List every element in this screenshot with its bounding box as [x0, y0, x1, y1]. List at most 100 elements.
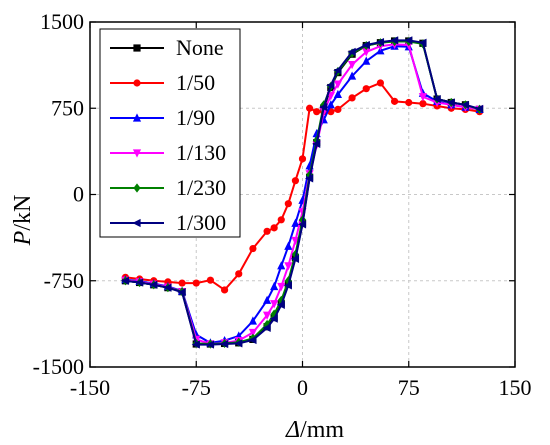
data-point	[333, 80, 343, 89]
data-point	[348, 94, 356, 102]
x-axis-symbol: Δ	[285, 417, 300, 443]
data-point	[192, 279, 200, 287]
data-point	[235, 270, 243, 278]
y-axis-unit: /kN	[10, 195, 36, 231]
legend-label: 1/130	[176, 140, 226, 165]
data-point	[262, 323, 271, 332]
data-point	[134, 278, 144, 287]
data-point	[305, 104, 314, 112]
data-point	[474, 104, 484, 113]
data-point	[404, 36, 413, 45]
data-point	[446, 98, 455, 107]
data-point	[291, 236, 300, 246]
data-point	[304, 174, 314, 183]
y-tick-label: -1500	[33, 354, 84, 379]
data-point	[362, 48, 371, 57]
data-point	[432, 94, 441, 104]
data-point	[178, 279, 186, 287]
y-tick-label: -750	[44, 268, 84, 293]
legend-label: 1/300	[176, 210, 226, 235]
legend-label: 1/50	[176, 70, 215, 95]
data-point	[249, 244, 257, 253]
grid-lines	[90, 22, 515, 367]
legend-label: None	[176, 35, 224, 60]
data-point	[283, 281, 292, 290]
x-axis-unit: /mm	[300, 417, 344, 443]
data-point	[263, 227, 271, 235]
legend-marker	[132, 149, 142, 158]
data-point	[262, 295, 272, 304]
data-point	[362, 56, 371, 65]
legend-marker	[133, 183, 141, 193]
data-point	[270, 224, 278, 232]
legend-marker	[133, 79, 141, 87]
data-point	[319, 103, 328, 112]
y-axis-symbol: P	[10, 230, 36, 246]
legend-marker	[133, 44, 141, 52]
data-point	[270, 309, 278, 319]
data-point	[284, 200, 292, 208]
data-point	[375, 38, 385, 47]
data-point	[326, 100, 335, 109]
y-tick-label: 0	[73, 182, 84, 207]
x-tick-label: 75	[398, 375, 420, 400]
data-point	[390, 97, 399, 105]
data-point	[334, 105, 342, 113]
data-point	[418, 38, 427, 47]
data-point	[277, 282, 286, 292]
data-point	[389, 36, 399, 45]
x-tick-label: 150	[499, 375, 532, 400]
data-point	[326, 81, 335, 90]
data-point	[405, 98, 413, 107]
series-5	[120, 36, 484, 349]
x-tick-label: 0	[297, 375, 308, 400]
data-point	[297, 220, 307, 229]
data-point	[361, 40, 370, 50]
data-point	[347, 60, 357, 70]
data-point	[460, 100, 470, 109]
data-point	[362, 85, 370, 93]
data-point	[291, 177, 300, 185]
data-point	[419, 100, 427, 108]
data-point	[206, 276, 215, 284]
data-point	[284, 262, 293, 271]
legend: None 1/50 1/90 1/130 1/230 1/300	[99, 28, 241, 238]
legend-marker	[132, 113, 142, 122]
data-point	[312, 139, 321, 148]
data-point	[376, 79, 385, 87]
data-point	[347, 71, 357, 80]
data-point	[277, 261, 286, 270]
x-axis-label: Δ/mm	[285, 417, 344, 443]
y-tick-label: 1500	[40, 9, 84, 34]
data-point	[220, 286, 229, 294]
x-tick-label: -150	[70, 375, 110, 400]
data-point	[276, 300, 285, 309]
data-point	[205, 340, 215, 349]
data-point	[333, 66, 342, 75]
data-point	[290, 254, 300, 263]
legend-marker	[132, 218, 141, 228]
data-point	[298, 155, 307, 163]
data-point	[418, 93, 428, 102]
data-point	[270, 300, 279, 309]
data-point	[291, 218, 300, 227]
data-point	[177, 288, 186, 297]
y-tick-label: 750	[51, 95, 84, 120]
data-point	[234, 339, 243, 348]
data-point	[248, 335, 257, 345]
data-point	[262, 311, 272, 320]
y-axis-label: P/kN	[10, 195, 36, 247]
data-point	[248, 328, 258, 338]
data-point	[219, 339, 229, 349]
legend-box	[99, 28, 241, 238]
data-point	[191, 340, 200, 349]
plot-series	[120, 36, 484, 349]
data-point	[149, 280, 158, 289]
data-point	[284, 241, 293, 250]
legend-label: 1/230	[176, 175, 226, 200]
x-tick-label: -75	[182, 375, 211, 400]
data-point	[248, 316, 258, 325]
data-point	[269, 314, 278, 323]
